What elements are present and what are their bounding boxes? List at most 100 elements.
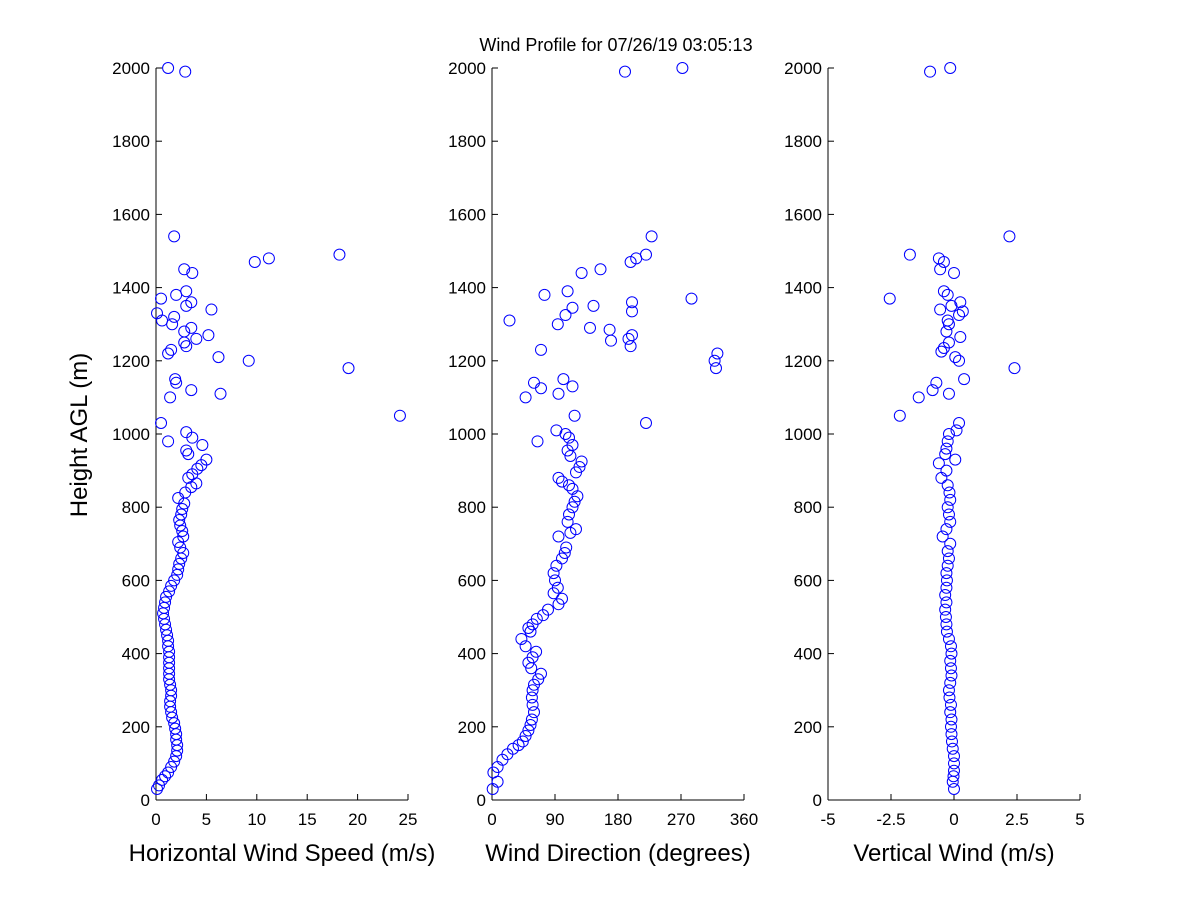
x-tick-label: 180 [604, 810, 632, 829]
data-point [176, 524, 189, 537]
data-point [524, 718, 537, 731]
x-tick-label: 0 [949, 810, 958, 829]
data-point [178, 325, 191, 338]
data-point [202, 329, 215, 342]
y-tick-label: 2000 [784, 59, 822, 78]
data-point [185, 384, 198, 397]
data-point [519, 640, 532, 653]
data-point [522, 621, 535, 634]
data-points-speed [151, 62, 406, 796]
panel-vertical: 0 200 400 600 800 1000 1200 1400 1600 1800 2000 -5 -… [784, 59, 1085, 867]
data-point [549, 574, 561, 587]
panel-direction: 0 200 400 600 800 1000 1200 1400 1600 1800 2000 0 90… [448, 59, 758, 867]
x-tick-label: 360 [730, 810, 758, 829]
data-point [528, 706, 540, 719]
data-point [640, 417, 652, 430]
data-point [156, 314, 169, 327]
data-point [619, 65, 631, 78]
data-point [159, 596, 172, 609]
y-tick-label: 1600 [784, 205, 822, 224]
data-point [945, 728, 958, 741]
data-point [551, 581, 564, 594]
data-point [550, 559, 563, 572]
data-point [162, 62, 175, 74]
data-point [169, 722, 182, 735]
data-point [936, 530, 949, 543]
data-point [640, 248, 652, 261]
data-point [561, 515, 574, 528]
data-point [948, 764, 960, 777]
data-point [575, 455, 588, 468]
data-point [903, 248, 916, 261]
data-point [180, 444, 193, 457]
y-tick-label: 1600 [448, 205, 486, 224]
data-point [560, 541, 573, 554]
data-point [155, 417, 168, 430]
data-point [165, 343, 178, 356]
data-point [949, 351, 962, 364]
data-point [939, 589, 952, 602]
data-point [940, 625, 953, 638]
data-point [151, 307, 164, 320]
data-point [948, 750, 960, 763]
data-point [708, 354, 721, 367]
data-point [177, 546, 190, 559]
x-tick-label: 270 [667, 810, 695, 829]
y-tick-label: 600 [122, 571, 150, 590]
data-point [168, 574, 181, 587]
data-point [587, 299, 600, 312]
data-point [178, 263, 191, 276]
data-point [180, 285, 193, 298]
data-point [941, 559, 954, 572]
data-point [944, 640, 957, 653]
data-point [550, 424, 563, 437]
data-point [563, 479, 575, 492]
y-tick-label: 600 [458, 571, 486, 590]
y-tick-label: 200 [794, 718, 822, 737]
data-point [166, 318, 179, 331]
data-point [525, 713, 538, 726]
data-point [561, 285, 574, 298]
data-point [930, 376, 943, 389]
y-tick-label: 0 [141, 791, 150, 810]
data-point [624, 340, 637, 353]
data-point [175, 508, 188, 521]
data-point [945, 713, 958, 726]
data-point [168, 310, 181, 323]
data-point [940, 581, 953, 594]
data-point [573, 460, 586, 473]
data-point [940, 567, 953, 580]
data-point [168, 230, 181, 243]
data-point [942, 552, 955, 565]
data-point [912, 391, 925, 404]
data-point [935, 471, 948, 484]
data-point [940, 464, 953, 477]
data-points-direction [486, 62, 724, 796]
x-tick-label: 2.5 [1005, 810, 1029, 829]
data-point [557, 373, 570, 386]
data-point [953, 417, 966, 430]
y-tick-label: 2000 [112, 59, 150, 78]
data-point [519, 729, 532, 742]
data-point [566, 438, 579, 451]
y-tick-label: 1800 [112, 132, 150, 151]
data-point [883, 292, 896, 305]
y-tick-label: 800 [458, 498, 486, 517]
data-point [945, 735, 958, 748]
data-point [926, 384, 939, 397]
data-point [566, 482, 579, 495]
data-point [953, 354, 966, 367]
data-point [162, 347, 175, 360]
data-point [190, 332, 203, 345]
data-point [526, 684, 539, 697]
panel-speed: 0 200 400 600 800 1000 1200 1400 1600 1800 2000 0 5 1… [112, 59, 435, 867]
data-point [556, 552, 568, 565]
data-point [179, 65, 192, 78]
data-point [532, 673, 545, 686]
data-point [941, 288, 954, 301]
data-point [563, 508, 575, 521]
data-point [940, 523, 953, 536]
x-tick-label: -5 [820, 810, 835, 829]
data-point [155, 292, 168, 305]
